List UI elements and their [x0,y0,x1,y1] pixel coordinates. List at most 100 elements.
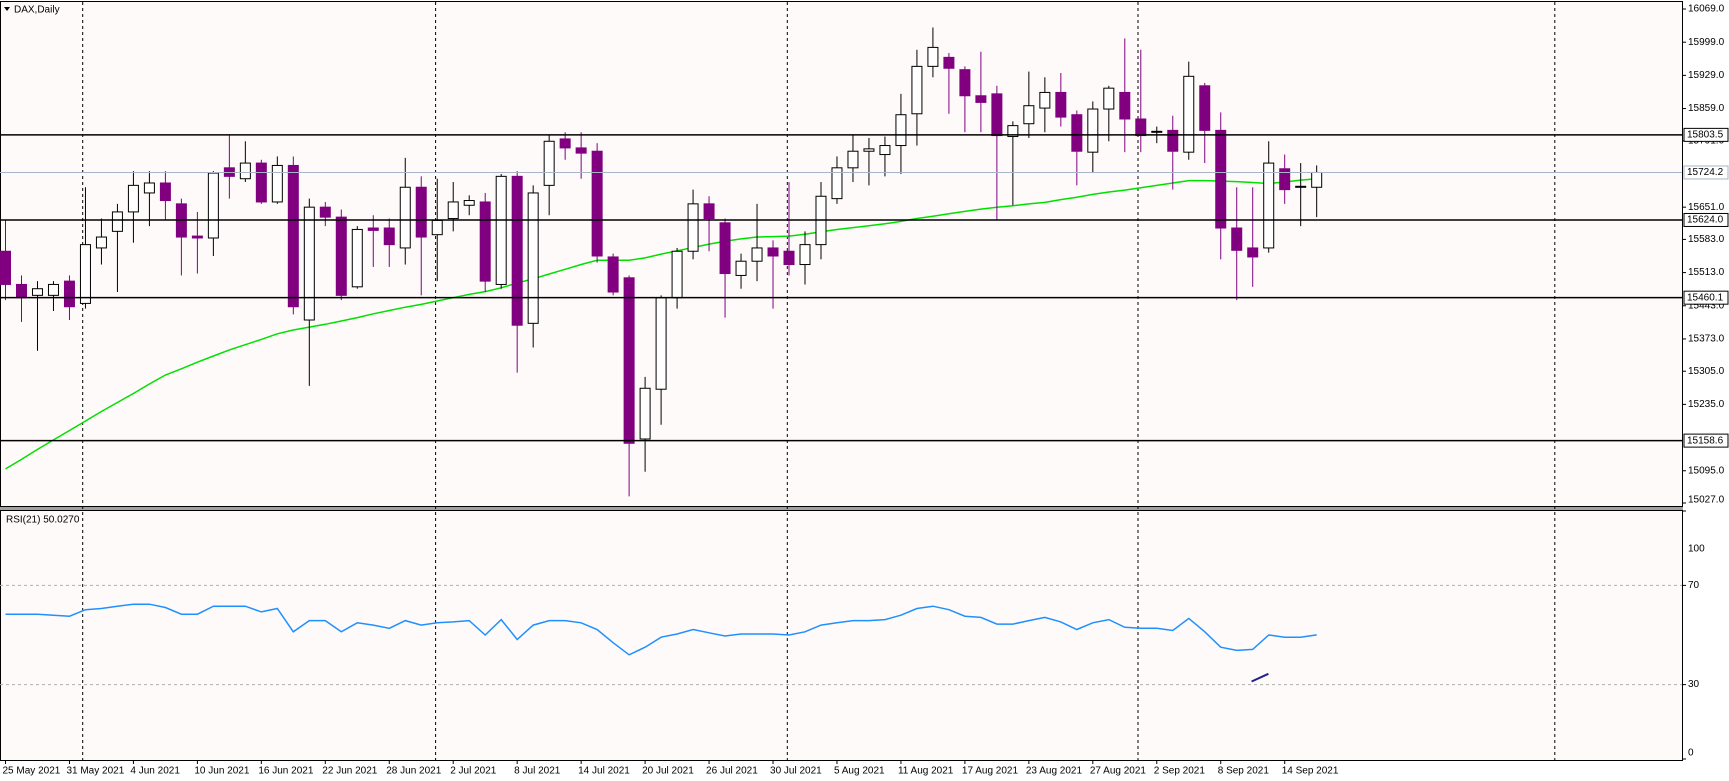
y-tick-label: 15929.0 [1688,70,1725,81]
x-tick-label: 25 May 2021 [3,766,61,777]
x-tick-label: 17 Aug 2021 [962,766,1019,777]
candle-body [383,227,395,246]
candle-body [1151,130,1163,133]
x-tick-label: 20 Jul 2021 [642,766,694,777]
candle-body [143,182,155,194]
price-label-box [1683,212,1729,227]
candle-body [783,250,795,266]
price-label-box [1683,290,1729,305]
candle-body [1023,105,1035,125]
price-label-box [1683,433,1729,448]
panel-divider [0,507,1683,510]
candle-body [1007,125,1019,138]
candle-body [335,216,347,296]
candle-body [575,147,587,154]
candle-body [959,69,971,97]
y-tick-label: 15999.0 [1688,37,1725,48]
candle-body [863,148,875,152]
y-tick-label: 15305.0 [1688,366,1725,377]
price-label: 15803.5 [1687,130,1724,141]
candle-body [1279,168,1291,191]
candle-body [351,228,363,288]
candle-body [847,150,859,169]
candle-body [1295,185,1307,188]
x-tick-label: 8 Sep 2021 [1218,766,1270,777]
x-tick-label: 11 Aug 2021 [898,766,954,777]
x-tick-label: 14 Jul 2021 [578,766,630,777]
candle-body [751,247,763,262]
candle-body [0,250,11,285]
y-tick-label: 15443.0 [1688,300,1725,311]
x-tick-label: 14 Sep 2021 [1282,766,1339,777]
candle-body [1215,129,1227,229]
y-tick-label: 15095.0 [1688,465,1725,476]
x-tick-label: 16 Jun 2021 [258,766,313,777]
x-tick-label: 27 Aug 2021 [1090,766,1147,777]
candle-body [591,150,603,257]
rsi-line [5,603,1317,656]
candle-body [799,244,811,266]
candle-body [287,164,299,308]
candle-body [415,186,427,238]
candle-body [111,211,123,232]
price-label: 15460.1 [1687,292,1724,303]
candle-body [447,201,459,220]
y-tick-label: 30 [1688,679,1700,690]
price-panel [0,1,1683,507]
candle-body [831,167,843,200]
x-tick-label: 2 Jul 2021 [450,766,497,777]
x-tick-label: 2 Sep 2021 [1154,766,1206,777]
candle-body [1247,247,1259,258]
candle-body [1055,91,1067,118]
candle-body [1231,227,1243,251]
candle-body [79,244,91,304]
candle-body [367,227,379,231]
x-tick-label: 4 Jun 2021 [130,766,180,777]
y-tick-label: 15859.0 [1688,103,1725,114]
x-tick-label: 28 Jun 2021 [386,766,441,777]
x-tick-label: 5 Aug 2021 [834,766,885,777]
candle-body [623,277,635,444]
candle-body [95,236,107,249]
price-label: 15158.6 [1687,435,1724,446]
candle-body [255,162,267,203]
candle-body [671,250,683,299]
candle-body [911,65,923,115]
candle-body [639,387,651,440]
trendline-drawing [1251,672,1269,683]
candle-body [399,186,411,249]
y-tick-label: 15583.0 [1688,234,1725,245]
x-tick-label: 22 Jun 2021 [322,766,377,777]
candle-body [767,247,779,257]
candle-body [607,256,619,293]
candle-body [879,145,891,156]
price-label-box [1683,127,1729,142]
candle-body [527,192,539,324]
y-tick-label: 100 [1688,544,1705,555]
rsi-title: RSI(21) 50.0270 [6,515,80,526]
candle-body [319,206,331,218]
candle-body [1039,91,1051,109]
menu-triangle [4,7,10,11]
candle-body [159,182,171,202]
candle-body [479,201,491,282]
x-tick-label: 23 Aug 2021 [1026,766,1083,777]
candle-body [191,235,203,239]
candle-body [47,283,59,296]
y-tick-label: 16069.0 [1688,4,1725,15]
candle-body [303,206,315,321]
candle-body [1167,129,1179,152]
candle-body [1071,114,1083,152]
candle-body [1199,85,1211,131]
moving-average [5,177,1317,470]
candle-body [1119,91,1131,120]
candle-body [31,288,43,296]
x-tick-label: 30 Jul 2021 [770,766,822,777]
candle-body [15,283,27,299]
y-tick-label: 15373.0 [1688,334,1725,345]
candle-body [655,297,667,390]
x-tick-label: 8 Jul 2021 [514,766,561,777]
candle-body [1183,75,1195,153]
